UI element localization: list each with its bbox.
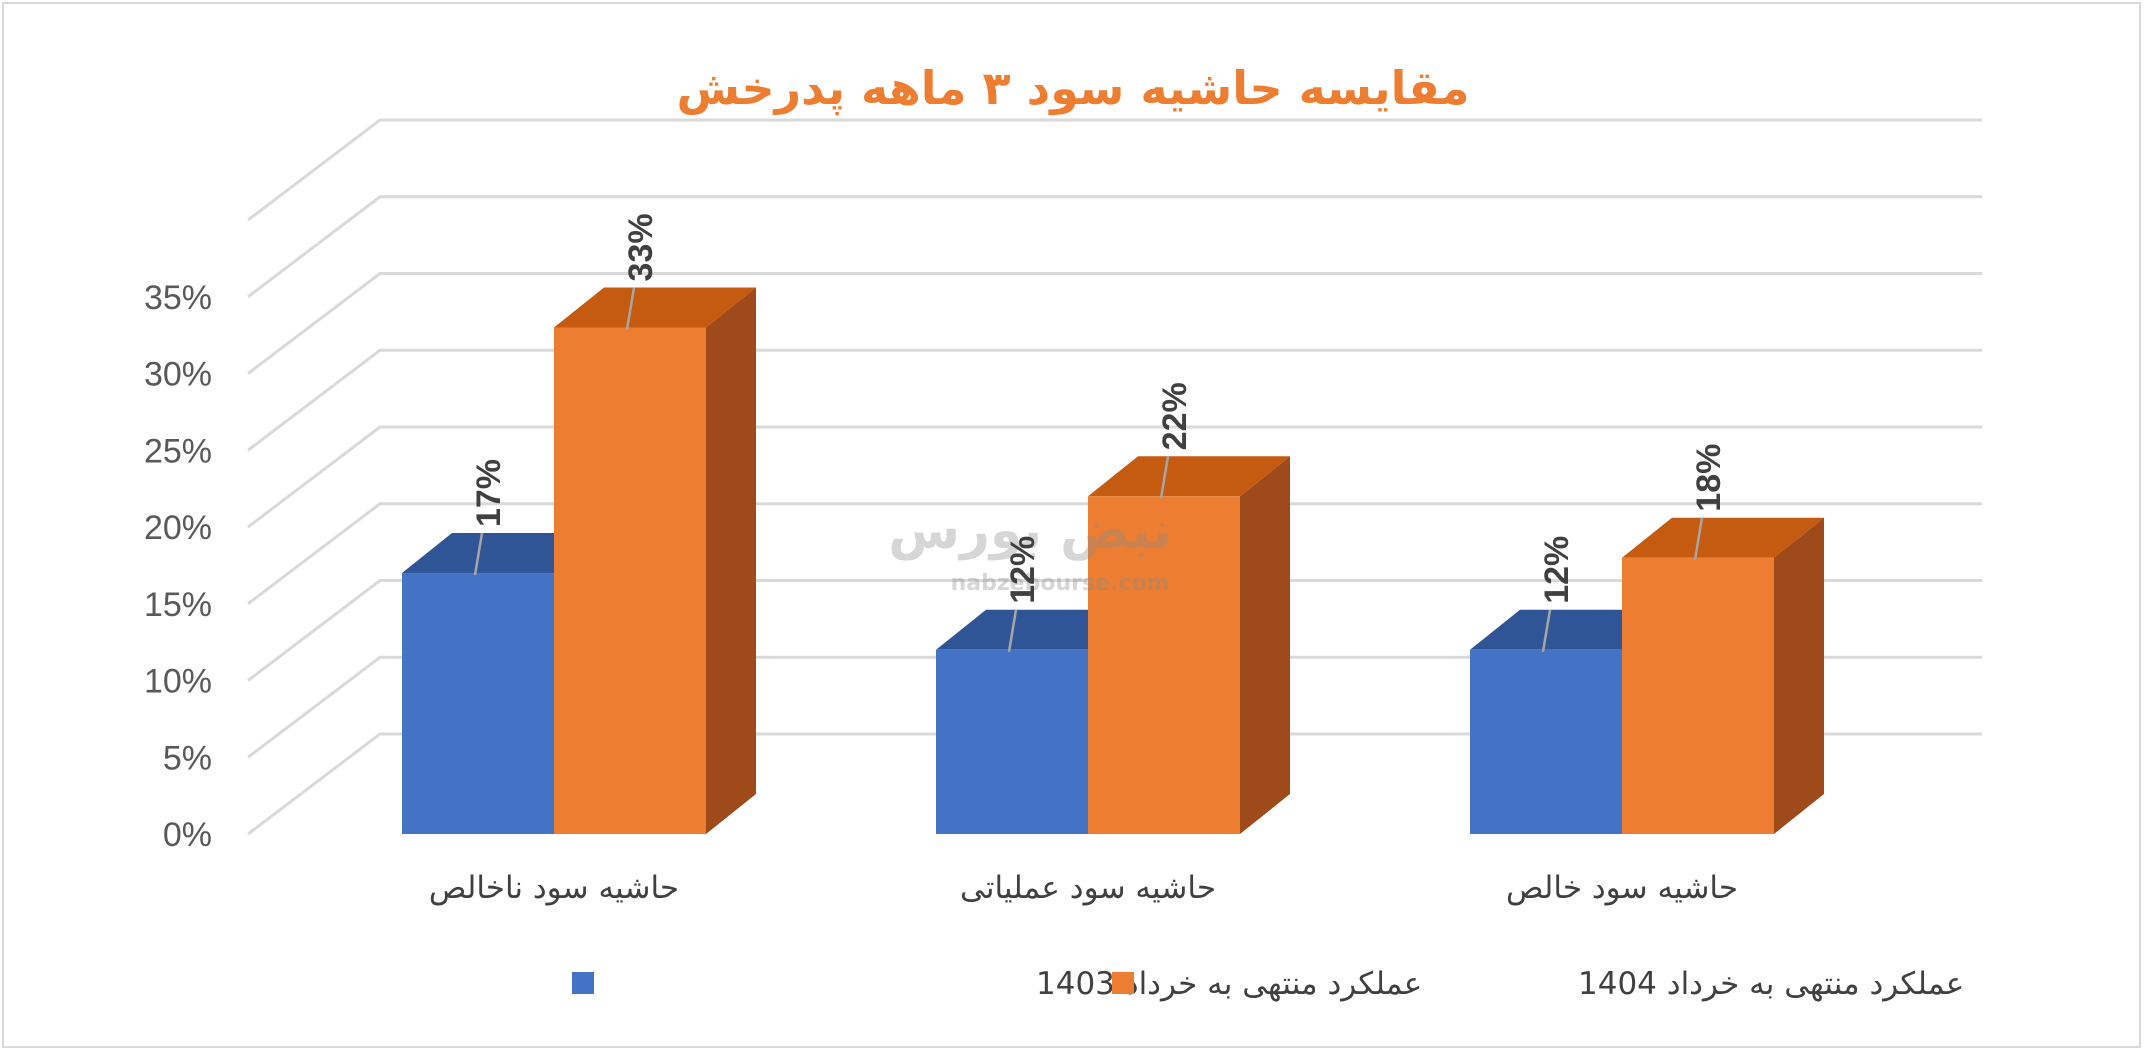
y-tick-label: 0% xyxy=(163,816,212,854)
gridline xyxy=(247,425,1982,529)
data-label: 18% xyxy=(1690,444,1728,512)
bar-side xyxy=(1240,456,1290,834)
bar-top xyxy=(1470,609,1672,650)
x-category-label: حاشیه سود ناخالص xyxy=(429,870,679,906)
gridline xyxy=(247,655,1982,759)
y-tick-label: 25% xyxy=(144,432,212,470)
legend-label: عملکرد منتهی به خرداد 1403 xyxy=(1036,966,1422,1002)
data-label: 17% xyxy=(470,459,508,527)
bar-top xyxy=(936,609,1138,650)
gridline xyxy=(247,195,1982,298)
x-category-label: حاشیه سود عملیاتی xyxy=(960,870,1216,906)
data-label-leader xyxy=(473,532,484,576)
chart-title: مقایسه حاشیه سود ۳ ماهه پدرخش xyxy=(676,61,1469,116)
y-tick-label: 30% xyxy=(144,356,212,394)
bar xyxy=(1622,557,1774,834)
gridline xyxy=(247,579,1982,682)
legend: عملکرد منتهی به خرداد 1403 عملکرد منتهی ب… xyxy=(572,966,1964,1002)
data-label: 12% xyxy=(1538,536,1576,604)
legend-swatch xyxy=(572,972,594,994)
data-label: 33% xyxy=(622,213,660,281)
y-tick-label: 5% xyxy=(163,739,212,777)
y-axis-ticks: 0% 5% 10% 15% 20% 25% 30% 35% xyxy=(144,279,212,854)
watermark: نبض بورس nabzebourse.com xyxy=(888,501,1172,596)
bar-top xyxy=(402,533,604,574)
data-labels: 17% 33% 12% 22% 12% 18% xyxy=(470,213,1728,653)
gridlines xyxy=(247,118,1982,836)
bars xyxy=(402,287,1824,834)
bar-side xyxy=(1774,517,1824,834)
bar-top xyxy=(554,287,756,328)
data-label-leader xyxy=(625,287,636,330)
data-label: 12% xyxy=(1004,536,1042,604)
watermark-url: nabzebourse.com xyxy=(951,571,1170,596)
gridline xyxy=(247,732,1982,836)
watermark-name: نبض بورس xyxy=(888,501,1172,561)
x-category-label: حاشیه سود خالص xyxy=(1506,870,1738,906)
gridline xyxy=(247,272,1982,375)
gridline xyxy=(247,348,1982,452)
bar xyxy=(1470,649,1622,834)
x-axis-categories: حاشیه سود ناخالص حاشیه سود عملیاتی حاشیه س… xyxy=(429,870,1738,906)
bar-side xyxy=(706,287,756,834)
legend-swatch xyxy=(1112,972,1134,994)
y-tick-label: 10% xyxy=(144,663,212,701)
gridline xyxy=(247,502,1982,605)
data-label-leader xyxy=(1541,609,1552,653)
gridline xyxy=(247,118,1982,222)
bar xyxy=(936,649,1088,834)
data-label-leader xyxy=(1007,609,1018,653)
data-label: 22% xyxy=(1156,382,1194,450)
bar-top xyxy=(1622,517,1824,558)
bar-top xyxy=(1088,456,1290,497)
bar xyxy=(1088,496,1240,834)
bar xyxy=(554,327,706,834)
data-label-leader xyxy=(1693,517,1704,560)
y-tick-label: 35% xyxy=(144,279,212,317)
y-tick-label: 20% xyxy=(144,509,212,547)
legend-label: عملکرد منتهی به خرداد 1404 xyxy=(1578,966,1964,1002)
y-tick-label: 15% xyxy=(144,586,212,624)
bar xyxy=(402,573,554,834)
data-label-leader xyxy=(1159,456,1170,499)
